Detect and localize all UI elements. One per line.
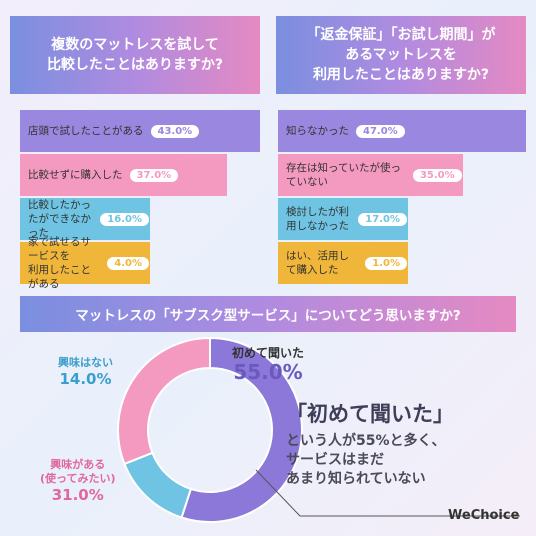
q2-bar-label: 知らなかった [286,125,349,137]
wechoice-logo: WeChoice [448,508,520,523]
q3-donut-slice [123,451,193,519]
q3-donut-slice [117,336,211,466]
q1-title-banner: 複数のマットレスを試して 比較したことはありますか? [10,16,260,94]
q1-bar: 比較せずに購入した 37.0% [20,154,227,196]
q2-bar: 検討したが利用しなかった 17.0% [278,198,408,240]
q2-title: 「返金保証」「お試し期間」が あるマットレスを 利用したことはありますか? [306,27,496,83]
q1-bar: 店頭で試したことがある 43.0% [20,110,260,152]
q1-value-label: 37.0% [128,167,180,183]
q2-bar: 存在は知っていたが使っていない 35.0% [278,154,463,196]
q1-bar-label: 家で試せるサービスを 利用したことがある [28,236,91,290]
q1-title: 複数のマットレスを試して 比較したことはありますか? [46,37,224,73]
q2-bar-label: 存在は知っていたが使っていない [286,162,401,188]
q3-title-banner: マットレスの「サブスク型サービス」についてどう思いますか? [20,296,516,332]
q3-slice-value: 31.0% [51,486,104,504]
q1-bar-label: 店頭で試したことがある [28,125,144,137]
callout-body: という人が55%と多く、 サービスはまだ あまり知られていない [286,433,446,487]
q3-slice-category: 初めて聞いた [232,346,305,360]
q2-bar: 知らなかった 47.0% [278,110,526,152]
q1-value-label: 16.0% [99,211,150,227]
q2-bar-label: 検討したが利用しなかった [286,206,349,232]
q3-slice-label: 興味はない 14.0% [58,356,113,388]
q3-donut-slice [180,336,303,523]
callout: 「初めて聞いた」 という人が55%と多く、 サービスはまだ あまり知られていない [286,398,516,489]
q2-value-label: 17.0% [357,211,408,227]
q1-bar-label: 比較せずに購入した [28,169,123,181]
q3-title: マットレスの「サブスク型サービス」についてどう思いますか? [75,308,461,324]
q1-bar: 家で試せるサービスを 利用したことがある 4.0% [20,236,150,290]
q3-slice-label: 興味がある (使ってみたい) 31.0% [40,458,116,504]
q3-slice-category: 興味がある (使ってみたい) [40,458,116,485]
q3-slice-value: 14.0% [59,370,112,388]
q1-value-label: 4.0% [106,255,150,271]
q1-bar: 比較したかったができなかった 16.0% [20,198,150,240]
q2-bar: はい、活用して購入した 1.0% [278,242,408,284]
q2-value-label: 35.0% [411,167,463,183]
q1-value-label: 43.0% [149,123,201,139]
q3-slice-label: 初めて聞いた 55.0% [232,346,304,384]
q1-bar-label: 比較したかったができなかった [28,199,91,239]
q2-value-label: 47.0% [355,123,406,139]
callout-heading: 「初めて聞いた」 [286,402,454,426]
callout-leader-line [255,469,520,517]
q2-title-banner: 「返金保証」「お試し期間」が あるマットレスを 利用したことはありますか? [276,16,526,94]
q3-slice-value: 55.0% [233,360,303,384]
q2-bar-label: はい、活用して購入した [286,250,349,276]
q3-slice-category: 興味はない [58,356,113,369]
q2-value-label: 1.0% [364,255,408,271]
